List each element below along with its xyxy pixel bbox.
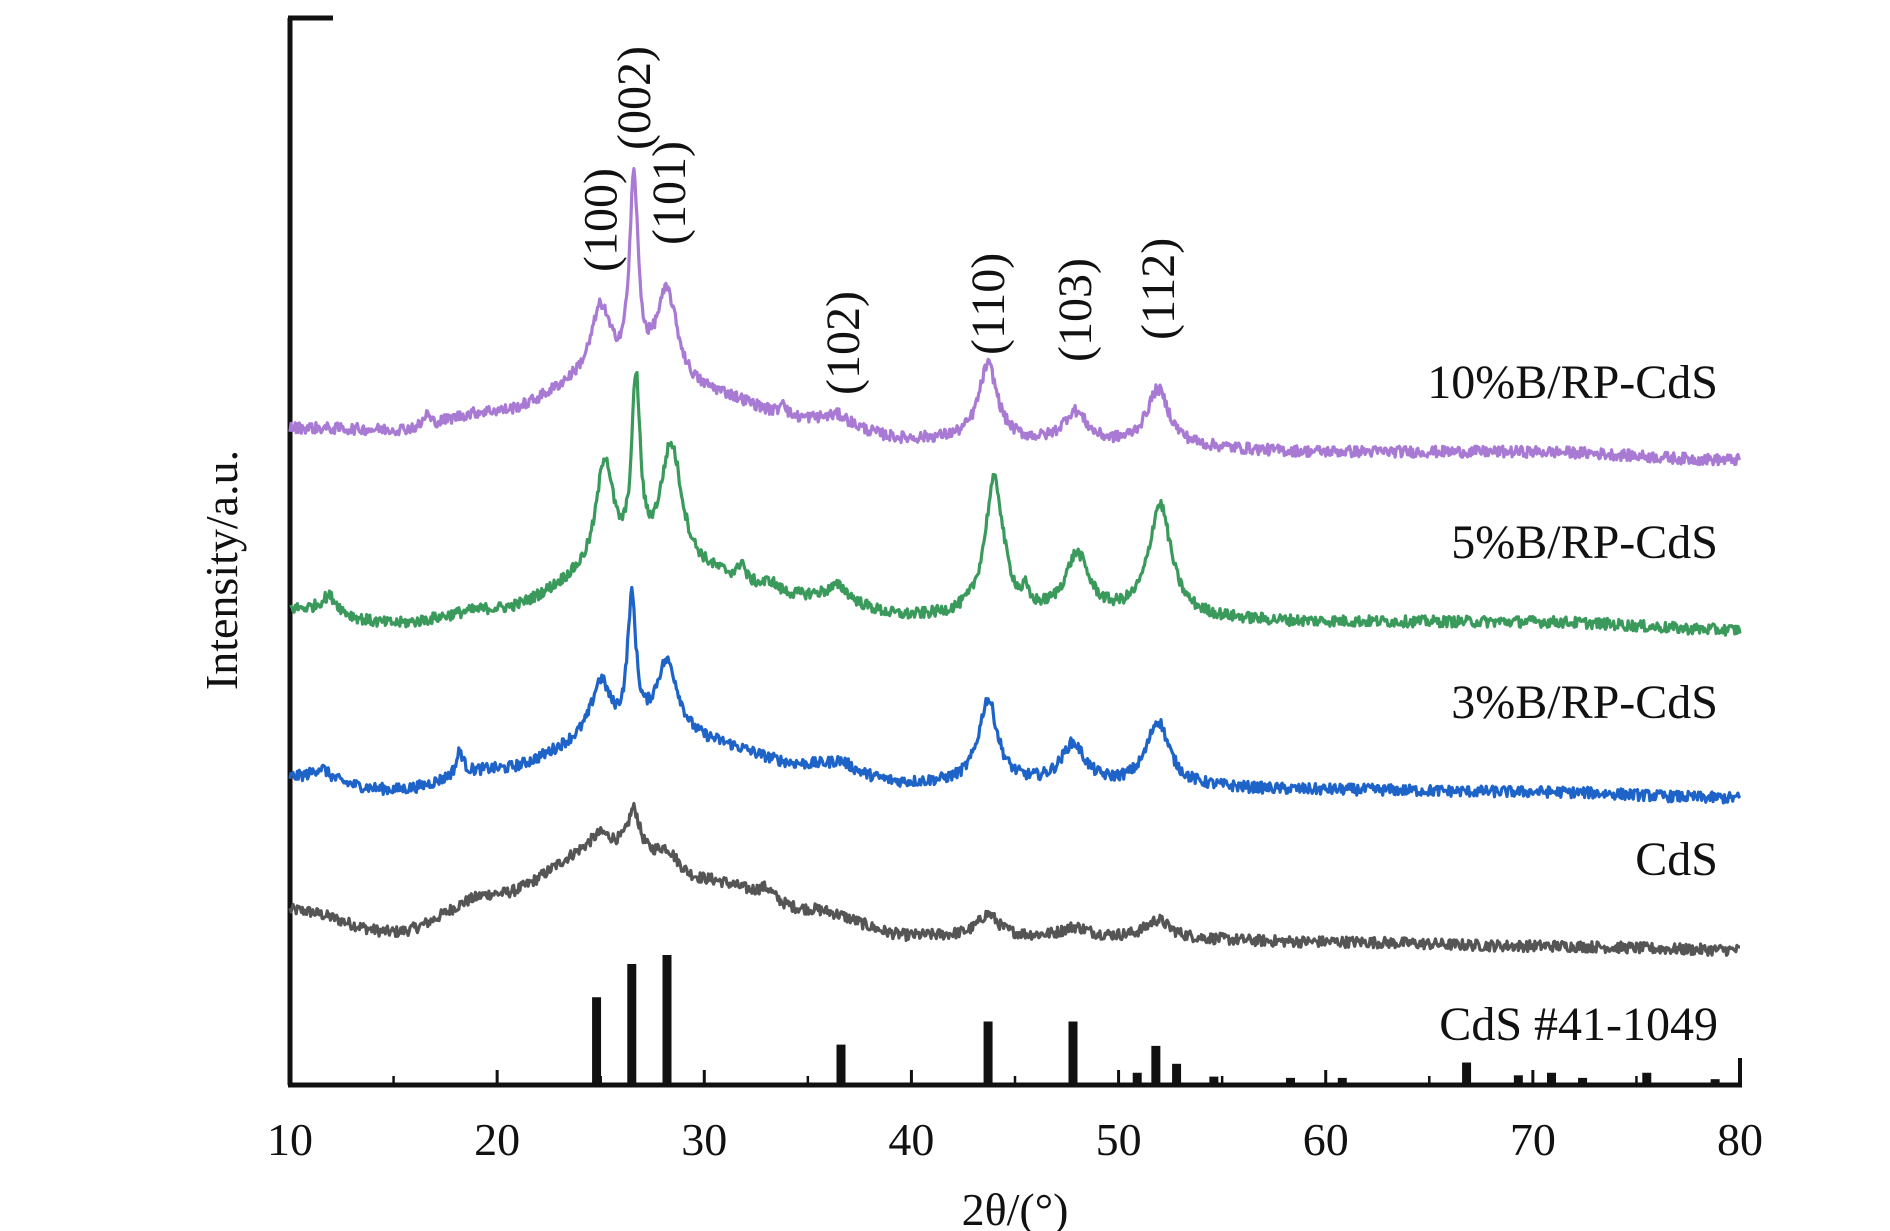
x-axis-label: 2θ/(°) <box>962 1184 1069 1231</box>
peak-label: (112) <box>1132 238 1185 340</box>
series-label: 5%B/RP-CdS <box>1451 516 1718 569</box>
x-tick-label: 30 <box>681 1114 727 1165</box>
reference-sticks: CdS #41-1049 <box>592 955 1720 1083</box>
trace-line <box>289 370 1742 637</box>
peak-label: (110) <box>962 253 1015 355</box>
peak-label: (102) <box>817 291 870 395</box>
x-tick-label: 10 <box>267 1114 313 1165</box>
x-tick-label: 70 <box>1510 1114 1556 1165</box>
trace-line <box>288 167 1742 467</box>
x-tick-label: 20 <box>474 1114 520 1165</box>
peak-label: (100) <box>575 168 628 272</box>
reference-label: CdS #41-1049 <box>1439 998 1718 1051</box>
trace-line <box>288 801 1741 957</box>
series-label: 3%B/RP-CdS <box>1451 676 1718 729</box>
x-tick-label: 50 <box>1096 1114 1142 1165</box>
y-axis-label: Intensity/a.u. <box>196 450 247 690</box>
x-tick-label: 60 <box>1303 1114 1349 1165</box>
x-ticks: 10 20 30 40 50 60 70 80 <box>267 1058 1763 1165</box>
x-tick-label: 40 <box>888 1114 934 1165</box>
series-labels: CdS 3%B/RP-CdS 5%B/RP-CdS 10%B/RP-CdS <box>1427 356 1718 886</box>
peak-label: (103) <box>1049 258 1102 362</box>
series-label: CdS <box>1635 833 1718 886</box>
trace-line <box>288 585 1742 805</box>
traces <box>288 167 1742 957</box>
peak-labels: (100) (002)(101) (102) (110) (103) (112) <box>575 46 1185 395</box>
peak-label: (101) <box>643 141 696 245</box>
axes: 10 20 30 40 50 60 70 80 <box>267 15 1763 1165</box>
series-label: 10%B/RP-CdS <box>1427 356 1718 409</box>
peak-label: (002) <box>608 46 661 150</box>
x-tick-label: 80 <box>1717 1114 1763 1165</box>
